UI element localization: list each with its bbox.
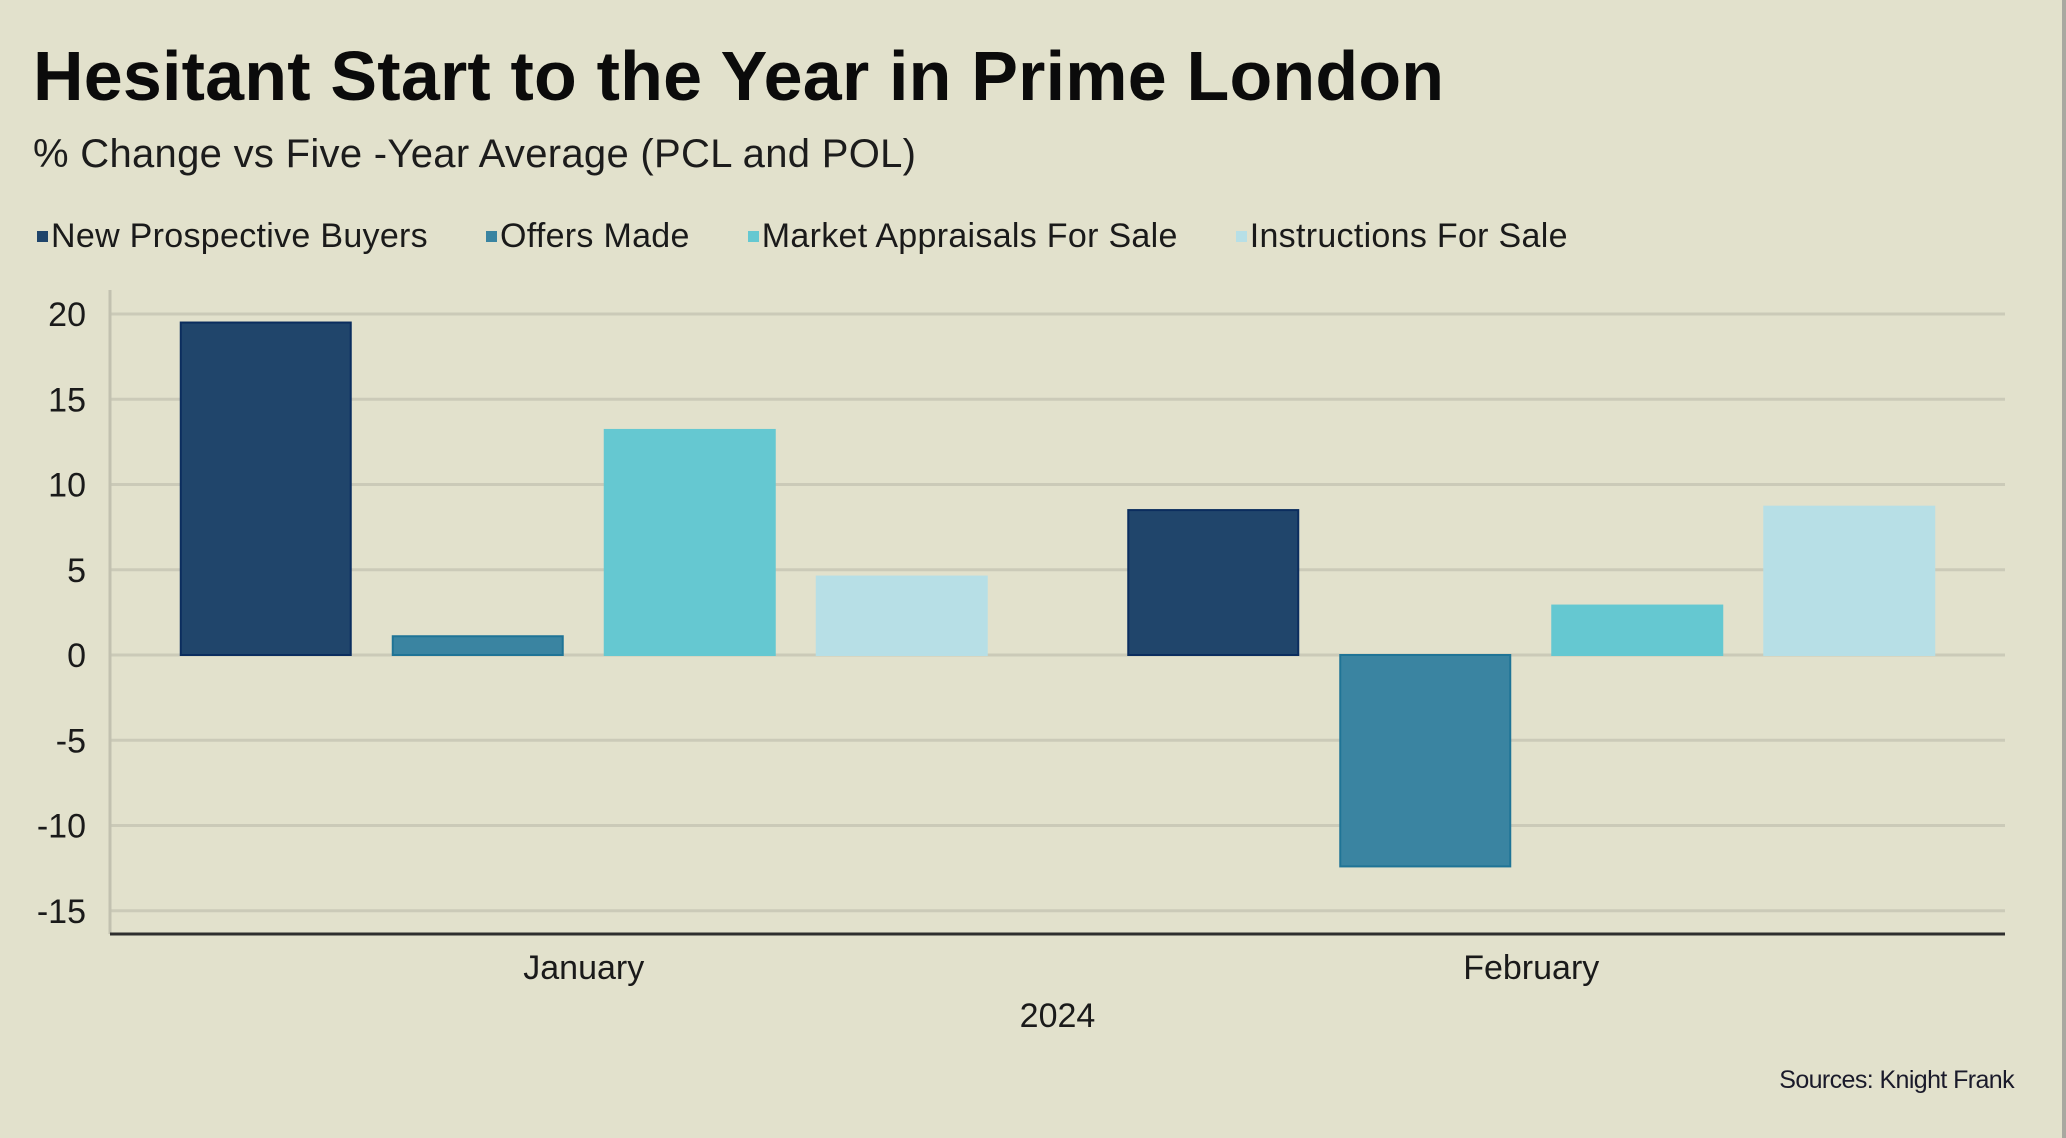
y-tick-label: 0 bbox=[67, 637, 86, 675]
bars bbox=[179, 321, 1936, 868]
bar bbox=[1127, 509, 1300, 657]
x-tick-label: February bbox=[1463, 949, 1599, 987]
legend-swatch bbox=[747, 230, 759, 242]
bar bbox=[815, 575, 988, 657]
legend-item-new-prospective-buyers: New Prospective Buyers bbox=[37, 217, 428, 256]
legend-label: Market Appraisals For Sale bbox=[761, 216, 1178, 255]
legend-item-market-appraisals: Market Appraisals For Sale bbox=[747, 216, 1178, 256]
y-tick-label: -5 bbox=[56, 722, 86, 760]
legend-label: Offers Made bbox=[499, 216, 690, 255]
bar bbox=[1339, 654, 1512, 868]
bar bbox=[1763, 505, 1936, 657]
legend-item-instructions: Instructions For Sale bbox=[1235, 216, 1568, 256]
chart-title: Hesitant Start to the Year in Prime Lond… bbox=[33, 37, 1445, 115]
bar bbox=[603, 428, 776, 656]
y-tick-label: 20 bbox=[48, 296, 86, 334]
legend: New Prospective Buyers Offers Made Marke… bbox=[37, 214, 1626, 258]
y-tick-label: -15 bbox=[37, 893, 86, 931]
legend-label: New Prospective Buyers bbox=[51, 216, 428, 255]
bar bbox=[1551, 604, 1724, 656]
axes bbox=[108, 290, 2005, 936]
y-tick-label: 10 bbox=[48, 467, 86, 505]
bar bbox=[179, 321, 352, 656]
legend-label: Instructions For Sale bbox=[1249, 216, 1568, 255]
legend-swatch bbox=[37, 230, 48, 242]
bar bbox=[391, 635, 564, 656]
y-tick-label: 5 bbox=[67, 552, 86, 590]
chart-subtitle: % Change vs Five -Year Average (PCL and … bbox=[33, 132, 917, 176]
x-tick-label: January bbox=[523, 949, 644, 987]
y-tick-label: 15 bbox=[48, 381, 86, 419]
legend-item-offers-made: Offers Made bbox=[485, 216, 690, 256]
x-axis-title: 2024 bbox=[1020, 997, 1096, 1035]
x-tick-labels: January February 2024 bbox=[523, 949, 1599, 1035]
frame-border bbox=[2062, 0, 2066, 1138]
y-tick-label: -10 bbox=[37, 808, 86, 846]
y-tick-labels: 20 15 10 5 0 -5 -10 -15 bbox=[37, 296, 86, 931]
source-note: Sources: Knight Frank bbox=[1779, 1066, 2014, 1094]
legend-swatch bbox=[485, 230, 497, 242]
legend-swatch bbox=[1235, 230, 1247, 242]
